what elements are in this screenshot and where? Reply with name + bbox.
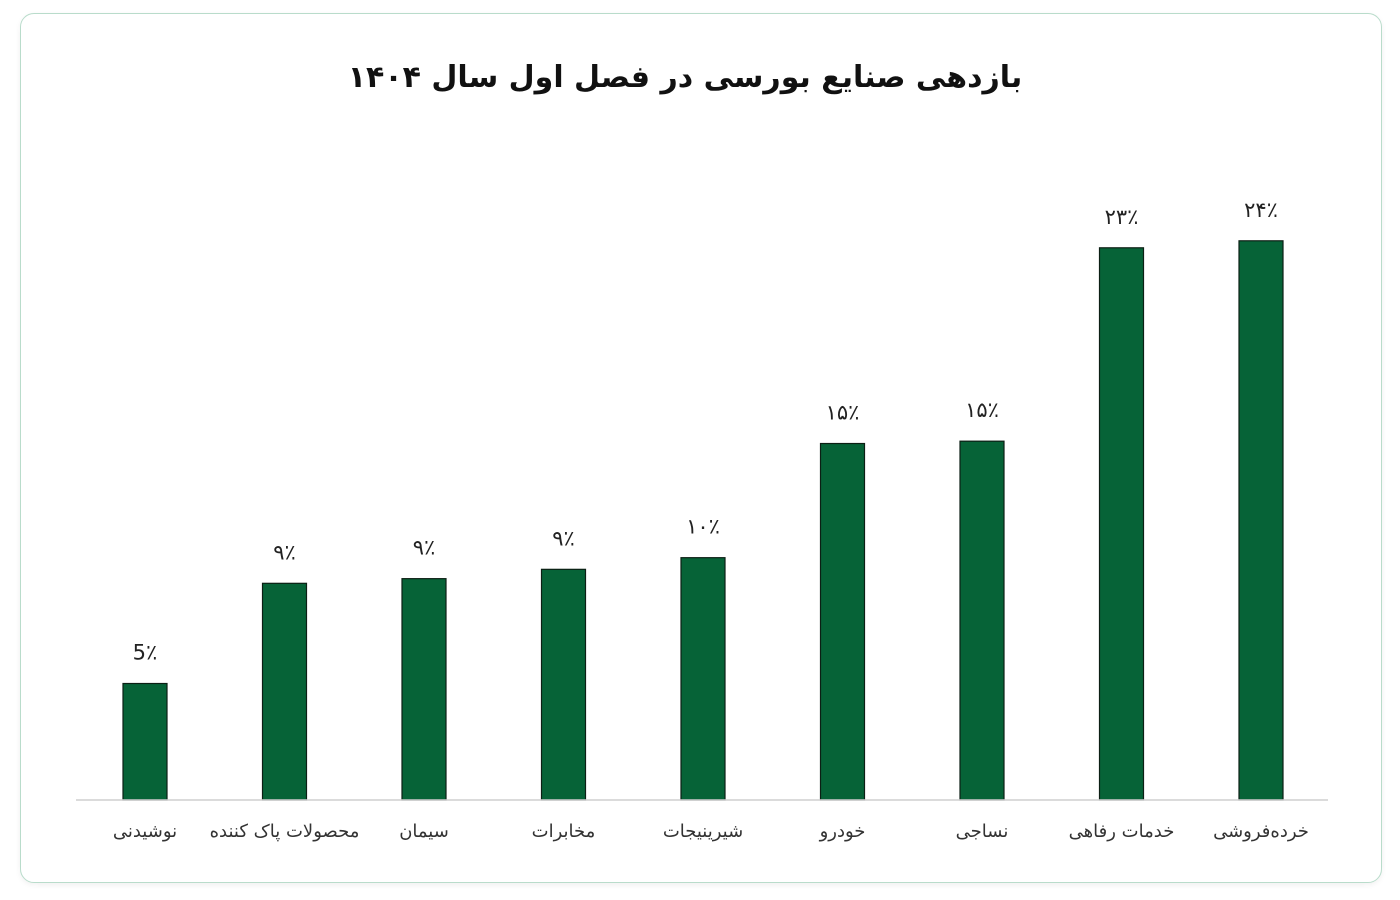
category-label-3: سیمان xyxy=(399,821,449,842)
bar-9 xyxy=(1238,240,1284,801)
bar-8 xyxy=(1098,247,1145,801)
bar-5 xyxy=(680,557,726,801)
value-label-2: ۹٪ xyxy=(273,540,296,564)
category-label-6: خودرو xyxy=(819,821,866,842)
value-label-3: ۹٪ xyxy=(413,536,436,560)
category-label-5: شیرینیجات xyxy=(663,821,743,842)
category-label-7: نساجی xyxy=(956,821,1009,842)
value-label-6: ۱۵٪ xyxy=(826,401,860,425)
category-label-9: خرده‌فروشی xyxy=(1213,821,1309,842)
value-labels-group: 5٪ ۹٪ ۹٪ ۹٪ ۱۰٪ ۱۵٪ ۱۵٪ ۲۳٪ ۲۴٪ xyxy=(133,198,1278,665)
bar-4 xyxy=(540,568,587,801)
bar-1 xyxy=(122,682,168,801)
bar-3 xyxy=(401,578,447,801)
bars-group xyxy=(122,240,1284,801)
category-labels-group: نوشیدنی محصولات پاک کننده سیمان مخابرات شیری… xyxy=(113,821,1309,842)
value-label-4: ۹٪ xyxy=(552,526,575,550)
value-label-5: ۱۰٪ xyxy=(686,515,720,539)
category-label-4: مخابرات xyxy=(532,821,596,842)
bar-7 xyxy=(959,440,1005,801)
category-label-8: خدمات رفاهی xyxy=(1069,821,1175,842)
chart-title: بازدهی صنایع بورسی در فصل اول سال ۱۴۰۴ xyxy=(347,60,1023,95)
value-label-7: ۱۵٪ xyxy=(965,398,999,422)
category-label-1: نوشیدنی xyxy=(113,821,177,842)
value-label-9: ۲۴٪ xyxy=(1244,198,1278,222)
bar-2 xyxy=(261,582,308,801)
bar-6 xyxy=(819,442,866,801)
category-label-2: محصولات پاک کننده xyxy=(210,821,360,842)
value-label-8: ۲۳٪ xyxy=(1105,205,1139,229)
value-label-1: 5٪ xyxy=(133,641,158,665)
